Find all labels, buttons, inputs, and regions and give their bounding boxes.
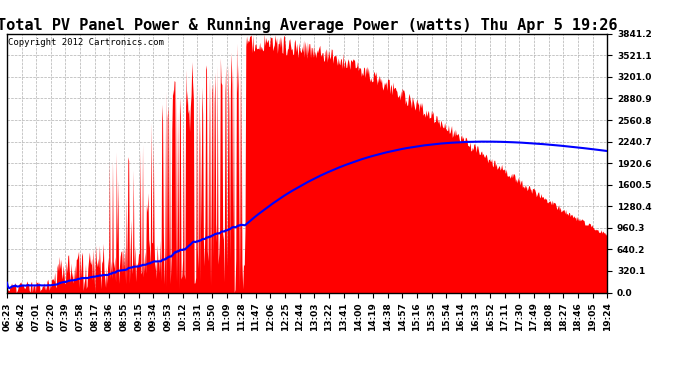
- Title: Total PV Panel Power & Running Average Power (watts) Thu Apr 5 19:26: Total PV Panel Power & Running Average P…: [0, 16, 618, 33]
- Text: Copyright 2012 Cartronics.com: Copyright 2012 Cartronics.com: [8, 38, 164, 46]
